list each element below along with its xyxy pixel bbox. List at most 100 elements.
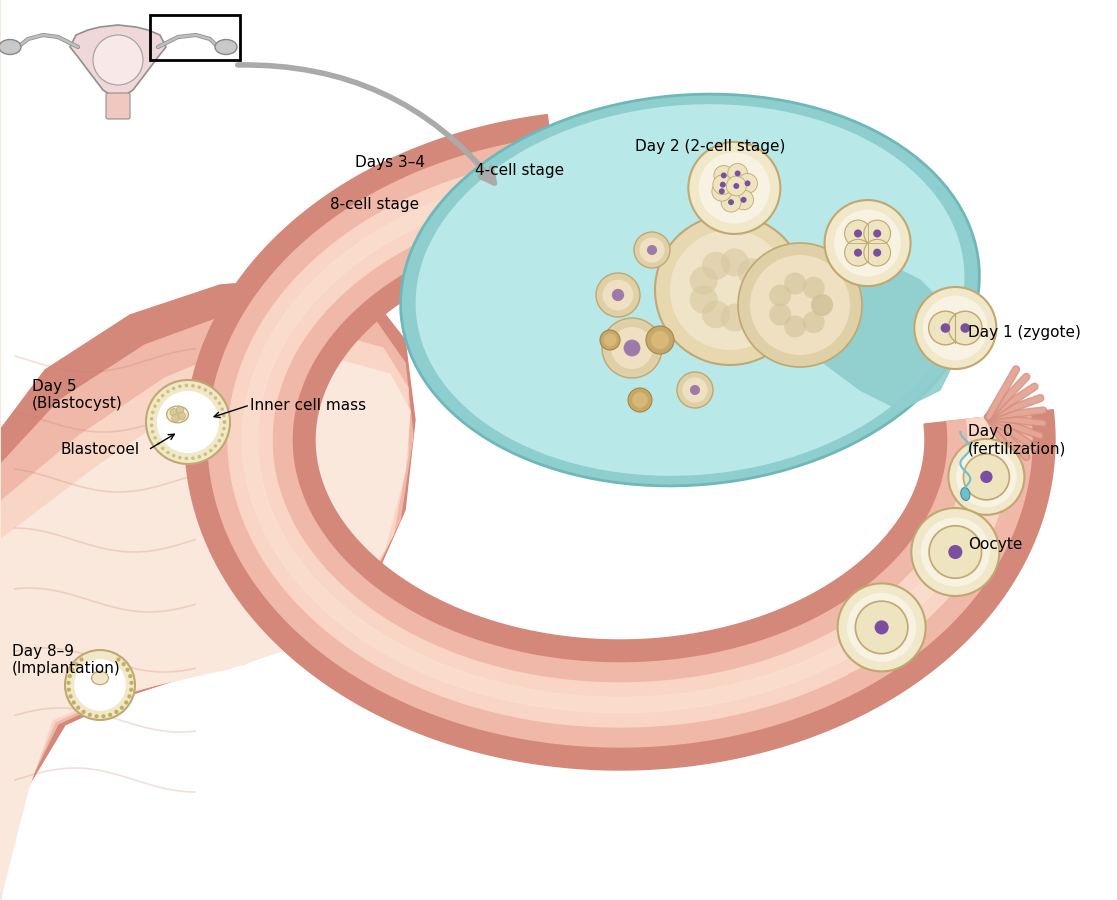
Polygon shape <box>0 0 413 900</box>
Ellipse shape <box>961 488 970 500</box>
Circle shape <box>719 182 726 187</box>
Circle shape <box>222 427 226 430</box>
Circle shape <box>623 339 640 356</box>
Circle shape <box>95 715 98 718</box>
Circle shape <box>920 518 990 587</box>
Circle shape <box>726 176 746 196</box>
Circle shape <box>178 384 182 388</box>
Text: Inner cell mass: Inner cell mass <box>250 398 366 412</box>
Circle shape <box>948 545 963 559</box>
Circle shape <box>67 680 70 685</box>
Circle shape <box>151 430 154 434</box>
Circle shape <box>602 280 633 310</box>
Circle shape <box>844 239 871 266</box>
Circle shape <box>170 409 178 416</box>
Circle shape <box>218 401 221 405</box>
Text: Oocyte: Oocyte <box>968 537 1022 553</box>
Circle shape <box>176 407 184 414</box>
Circle shape <box>634 232 670 268</box>
Circle shape <box>611 327 653 369</box>
Circle shape <box>734 183 739 189</box>
Circle shape <box>741 197 746 202</box>
Circle shape <box>784 315 806 338</box>
Circle shape <box>720 173 727 178</box>
FancyBboxPatch shape <box>106 93 130 119</box>
Circle shape <box>79 657 84 662</box>
Circle shape <box>203 388 207 392</box>
Circle shape <box>222 420 227 424</box>
Circle shape <box>218 439 221 443</box>
Circle shape <box>847 593 916 662</box>
Circle shape <box>213 396 218 400</box>
Circle shape <box>941 323 951 333</box>
Text: 8-cell stage: 8-cell stage <box>330 197 419 212</box>
Polygon shape <box>0 0 410 900</box>
Circle shape <box>811 294 833 316</box>
Circle shape <box>737 174 757 194</box>
Circle shape <box>682 377 707 402</box>
Circle shape <box>166 451 170 454</box>
Circle shape <box>128 674 132 679</box>
Circle shape <box>647 245 657 255</box>
Circle shape <box>156 399 160 402</box>
Circle shape <box>734 190 754 210</box>
Circle shape <box>784 273 806 294</box>
Text: Day 2 (2-cell stage): Day 2 (2-cell stage) <box>634 139 785 154</box>
Circle shape <box>203 453 207 456</box>
Polygon shape <box>0 0 408 900</box>
Circle shape <box>670 230 790 350</box>
Circle shape <box>220 408 225 411</box>
Circle shape <box>161 446 164 450</box>
Circle shape <box>178 412 185 420</box>
Polygon shape <box>185 114 1054 770</box>
Circle shape <box>689 266 718 294</box>
Circle shape <box>108 713 112 717</box>
Circle shape <box>68 694 73 698</box>
Circle shape <box>161 394 164 398</box>
Circle shape <box>156 442 160 446</box>
Polygon shape <box>70 25 166 100</box>
Circle shape <box>928 311 962 345</box>
Circle shape <box>71 700 76 705</box>
Circle shape <box>956 446 1016 507</box>
Circle shape <box>690 385 700 395</box>
Circle shape <box>70 668 75 671</box>
Circle shape <box>600 330 620 350</box>
Circle shape <box>213 445 218 448</box>
Circle shape <box>628 388 652 412</box>
Circle shape <box>853 230 862 238</box>
Circle shape <box>655 215 805 365</box>
Circle shape <box>744 276 772 304</box>
Circle shape <box>929 526 982 578</box>
Circle shape <box>102 715 105 718</box>
Circle shape <box>209 392 212 395</box>
Circle shape <box>198 385 201 389</box>
Circle shape <box>961 323 970 333</box>
Circle shape <box>130 680 134 685</box>
Circle shape <box>150 424 153 427</box>
Circle shape <box>856 601 908 653</box>
Circle shape <box>948 439 1024 515</box>
Circle shape <box>178 456 182 459</box>
Circle shape <box>125 668 130 671</box>
Circle shape <box>172 387 175 391</box>
Text: Day 8–9
(Implantation): Day 8–9 (Implantation) <box>12 644 121 676</box>
Text: Day 5
(Blastocyst): Day 5 (Blastocyst) <box>32 379 123 411</box>
Circle shape <box>719 188 725 194</box>
Circle shape <box>911 508 1000 596</box>
Circle shape <box>114 710 118 714</box>
Circle shape <box>122 662 126 666</box>
Circle shape <box>803 277 824 299</box>
Circle shape <box>68 674 71 679</box>
Circle shape <box>67 688 71 692</box>
Circle shape <box>76 706 80 710</box>
Polygon shape <box>228 158 1012 727</box>
Circle shape <box>127 694 132 698</box>
Circle shape <box>873 230 881 238</box>
Circle shape <box>602 318 662 378</box>
Circle shape <box>75 662 78 666</box>
Circle shape <box>153 404 156 408</box>
Circle shape <box>130 688 133 692</box>
Circle shape <box>853 248 862 256</box>
Circle shape <box>701 301 731 328</box>
